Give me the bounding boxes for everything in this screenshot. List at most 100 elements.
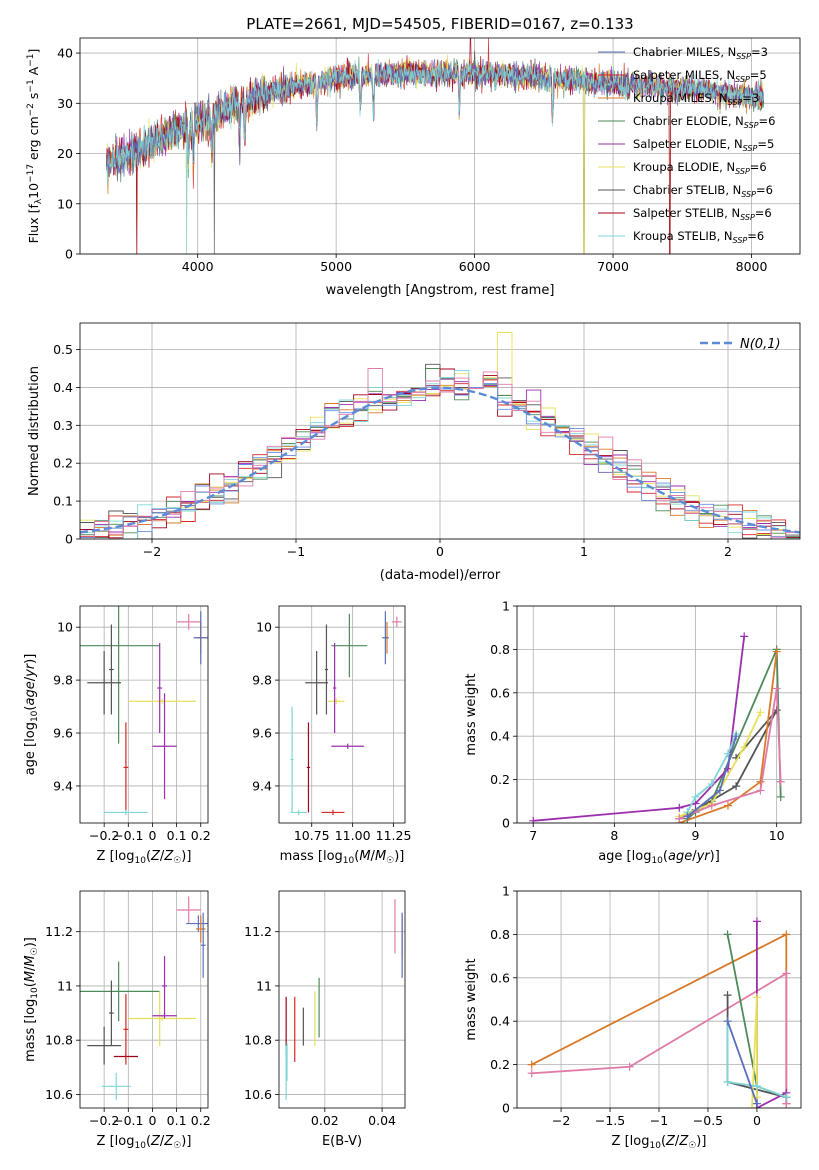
x-axis-label: wavelength [Angstrom, rest frame] xyxy=(326,283,555,298)
weight-marker xyxy=(529,816,538,823)
panel-spectrum: 4000 5000 6000 7000 8000 0 10 20 30 40 wavelength … xyxy=(26,37,801,298)
x-tick-label: −0.2 xyxy=(89,828,119,843)
y-tick-label: 11 xyxy=(256,978,272,993)
weight-marker xyxy=(752,917,761,926)
weight-line xyxy=(756,921,787,1108)
x-axis-label: (data-model)/error xyxy=(380,568,501,583)
x-tick-label: 0.1 xyxy=(167,1113,187,1128)
y-tick-label: 0.2 xyxy=(490,1057,510,1072)
weight-marker xyxy=(675,814,684,823)
legend: Chabrier MILES, NSSP=3 Salpeter MILES, NS… xyxy=(598,45,775,245)
y-tick-label: 10.6 xyxy=(244,1087,272,1102)
x-tick-label: −1 xyxy=(287,544,305,559)
x-tick-label: 8 xyxy=(610,828,618,843)
x-tick-label: 6000 xyxy=(459,259,491,274)
y-axis-label: Normed distribution xyxy=(27,366,42,496)
y-tick-label: 40 xyxy=(57,46,73,61)
weight-marker xyxy=(691,792,700,801)
y-tick-label: 0.4 xyxy=(53,380,73,395)
x-axis-label: Z [log10(Z/Z☉)] xyxy=(97,1134,192,1151)
weight-marker xyxy=(752,993,761,1002)
weight-marker xyxy=(707,801,716,810)
weight-marker xyxy=(748,1104,757,1108)
age_vs_mass-plot-area xyxy=(290,611,402,816)
mass_vs_ebv-plot-area xyxy=(285,899,403,1100)
y-axis-label: age [log10(age/yr)] xyxy=(23,654,40,776)
weight-marker xyxy=(723,1017,732,1026)
x-axis-label: Z [log10(Z/Z☉)] xyxy=(612,1134,707,1151)
weight-line xyxy=(531,971,788,1104)
x-tick-label: −0.1 xyxy=(113,1113,143,1128)
weight-marker xyxy=(776,777,785,786)
weight-line xyxy=(678,651,778,823)
y-tick-label: 0.2 xyxy=(53,456,73,471)
x-tick-label: 1 xyxy=(580,544,588,559)
legend-entry: Salpeter MILES, NSSP=5 xyxy=(633,68,767,84)
y-tick-label: 0 xyxy=(65,247,73,262)
y-tick-label: 0.3 xyxy=(53,418,73,433)
x-tick-label: 9 xyxy=(692,828,700,843)
x-tick-label: 0 xyxy=(148,1113,156,1128)
x-tick-label: 8000 xyxy=(736,259,768,274)
y-tick-label: 0.2 xyxy=(490,772,510,787)
y-tick-label: 0 xyxy=(502,816,510,831)
weight-marker xyxy=(782,969,791,978)
y-tick-label: 0.5 xyxy=(53,342,73,357)
weight-marker xyxy=(752,1082,761,1091)
mass_vs_ebv-grid xyxy=(279,891,405,1108)
y-tick-label: 10.6 xyxy=(45,1087,73,1102)
axes-frame xyxy=(79,37,801,255)
residuals-plot-area xyxy=(80,332,800,539)
mass_vs_Z-plot-area xyxy=(80,896,208,1100)
panel-mass_vs_ebv: 0.02 0.04 10.6 10.8 11 11.2 E(B-V) xyxy=(244,890,406,1149)
x-tick-label: 4000 xyxy=(182,259,214,274)
y-tick-label: 0.6 xyxy=(490,685,510,700)
weight_vs_age-plot-area xyxy=(529,632,785,823)
spectrum-line xyxy=(105,58,765,254)
y-tick-label: 0 xyxy=(65,532,73,547)
panel-age_vs_mass: 10.75 11.00 11.25 9.4 9.6 9.8 10 xyxy=(252,605,411,843)
y-tick-label: 0.6 xyxy=(490,970,510,985)
x-tick-label: −0.5 xyxy=(693,1113,723,1128)
weight-marker xyxy=(625,1062,634,1071)
x-tick-label: 11.00 xyxy=(335,828,371,843)
x-axis-label: age [log10(age/yr)] xyxy=(598,849,720,866)
weight-marker xyxy=(782,930,791,939)
x-tick-label: 0.2 xyxy=(191,828,211,843)
weight-line xyxy=(726,1021,787,1099)
y-tick-label: 0.8 xyxy=(490,642,510,657)
weight-marker xyxy=(715,786,724,795)
legend-entry: Chabrier MILES, NSSP=3 xyxy=(633,45,768,61)
y-axis-label: Flux [fλ10−17 erg cm−2 s−1 A−1] xyxy=(26,49,44,244)
y-tick-label: 0.4 xyxy=(490,1014,510,1029)
weight-marker xyxy=(732,782,741,791)
y-tick-label: 1 xyxy=(502,884,510,899)
normal-curve xyxy=(80,386,800,534)
x-tick-label: −2 xyxy=(552,1113,570,1128)
weight-marker xyxy=(723,801,732,810)
y-tick-label: 10 xyxy=(256,620,272,635)
y-tick-label: 20 xyxy=(57,146,73,161)
axes-frame xyxy=(516,890,802,1109)
age_vs_mass-grid xyxy=(279,606,405,823)
weight-marker xyxy=(723,991,732,1000)
weight-line xyxy=(726,1020,758,1105)
weight-marker xyxy=(776,792,785,801)
weight-marker xyxy=(723,930,732,939)
y-tick-label: 11 xyxy=(57,978,73,993)
x-axis-label: E(B-V) xyxy=(322,1134,362,1149)
y-tick-label: 0 xyxy=(502,1101,510,1116)
weight-marker xyxy=(752,1099,761,1108)
y-tick-label: 9.6 xyxy=(53,726,73,741)
weight-marker xyxy=(527,1060,536,1069)
legend-entry: Kroupa ELODIE, NSSP=6 xyxy=(633,160,767,176)
y-axis-label: mass weight xyxy=(464,958,479,1040)
x-tick-label: −0.2 xyxy=(89,1113,119,1128)
x-tick-label: −1.5 xyxy=(595,1113,625,1128)
mass_vs_Z-grid xyxy=(80,891,208,1108)
x-axis-label: mass [log10(M/M☉)] xyxy=(280,849,405,866)
panel-weight_vs_age: 7 8 9 10 0 0.2 0.4 0.6 0.8 1 mass weight age [log10… xyxy=(464,599,802,866)
panel-age_vs_Z: −0.2−0.1 0 0.1 0.2 9.4 9.6 9.8 10 xyxy=(53,605,211,843)
y-tick-label: 1 xyxy=(502,599,510,614)
